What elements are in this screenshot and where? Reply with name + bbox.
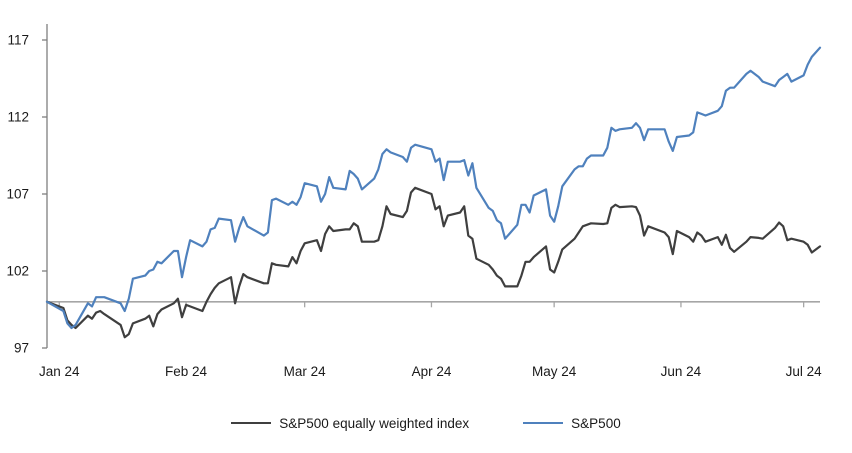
x-axis-tick-label: Jun 24 [661, 364, 702, 379]
legend-label-sp500-equal-weight: S&P500 equally weighted index [279, 415, 470, 431]
legend-item-sp500-equal-weight: S&P500 equally weighted index [231, 416, 469, 431]
x-axis-tick-label: Jul 24 [786, 364, 823, 379]
legend-item-sp500: S&P500 [523, 416, 621, 431]
legend-label-sp500: S&P500 [571, 415, 621, 431]
y-axis-tick-label: 107 [6, 187, 29, 202]
x-axis-tick-label: Apr 24 [412, 364, 452, 379]
x-axis-tick-label: May 24 [532, 364, 577, 379]
x-axis-tick-label: Feb 24 [165, 364, 208, 379]
sp500-equal-weight-line-swatch [231, 422, 272, 424]
chart-legend: S&P500 equally weighted index S&P500 [0, 410, 852, 436]
y-axis-tick-label: 97 [14, 341, 29, 356]
y-axis-tick-label: 117 [7, 33, 29, 48]
y-axis-tick-label: 112 [7, 110, 29, 125]
series-line-sp500 [45, 46, 822, 330]
x-axis-tick-label: Jan 24 [39, 364, 80, 379]
series-line-sp500-equal-weight [45, 186, 822, 339]
x-axis-tick-label: Mar 24 [284, 364, 327, 379]
sp500-line-swatch [523, 422, 564, 424]
y-axis-tick-label: 102 [6, 264, 29, 279]
